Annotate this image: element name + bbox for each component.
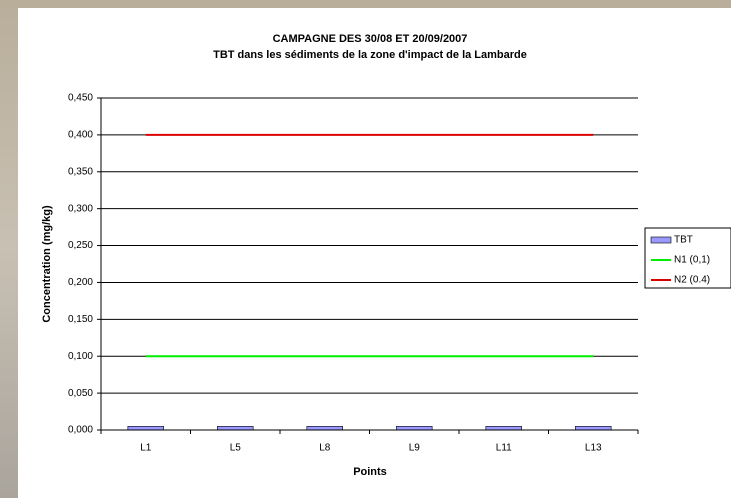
chart-subtitle: TBT dans les sédiments de la zone d'impa… bbox=[213, 49, 527, 61]
bar bbox=[127, 426, 164, 431]
chart-title: CAMPAGNE DES 30/08 ET 20/09/2007 bbox=[273, 33, 468, 45]
x-tick-label: L11 bbox=[496, 443, 512, 454]
legend-label: TBT bbox=[674, 235, 693, 246]
x-tick-label: L5 bbox=[230, 443, 242, 454]
y-tick-label: 0,050 bbox=[68, 388, 93, 399]
y-tick-label: 0,100 bbox=[68, 351, 93, 362]
x-tick-label: L8 bbox=[319, 443, 331, 454]
x-tick-label: L1 bbox=[140, 443, 152, 454]
bar bbox=[485, 426, 522, 431]
bar bbox=[306, 426, 343, 431]
bar bbox=[217, 426, 254, 431]
x-axis-label: Points bbox=[353, 466, 387, 478]
y-tick-label: 0,200 bbox=[68, 277, 93, 288]
legend-label: N2 (0.4) bbox=[674, 275, 710, 286]
y-axis-label: Concentration (mg/kg) bbox=[41, 205, 53, 323]
bar bbox=[575, 426, 612, 431]
y-tick-label: 0,450 bbox=[68, 93, 93, 104]
y-tick-label: 0,150 bbox=[68, 314, 93, 325]
y-tick-label: 0,350 bbox=[68, 166, 93, 177]
y-tick-label: 0,300 bbox=[68, 203, 93, 214]
y-tick-label: 0,000 bbox=[68, 425, 93, 436]
chart-area bbox=[18, 8, 731, 498]
y-tick-label: 0,400 bbox=[68, 130, 93, 141]
x-tick-label: L13 bbox=[585, 443, 602, 454]
y-tick-label: 0,250 bbox=[68, 240, 93, 251]
legend-label: N1 (0,1) bbox=[674, 255, 710, 266]
bar bbox=[396, 426, 433, 431]
legend-swatch bbox=[650, 236, 672, 244]
x-tick-label: L9 bbox=[409, 443, 421, 454]
